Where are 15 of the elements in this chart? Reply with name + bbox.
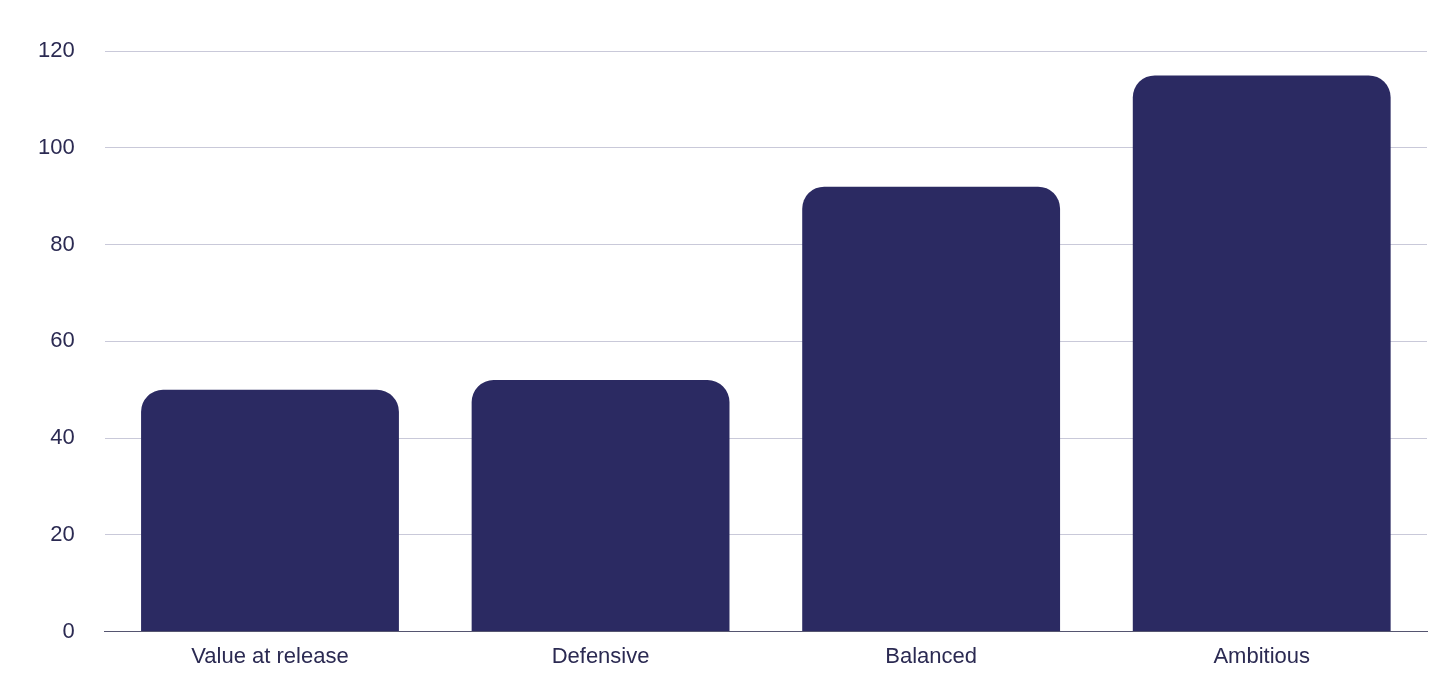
y-tick-label: 100 xyxy=(37,134,75,159)
x-tick-label: Defensive xyxy=(551,642,650,668)
y-tick-label: 20 xyxy=(50,520,75,546)
x-tick-label: Value at release xyxy=(191,642,349,668)
y-tick-label: 0 xyxy=(62,617,75,643)
y-tick-label: 80 xyxy=(50,230,75,256)
bar xyxy=(471,380,730,632)
bar xyxy=(802,186,1061,632)
x-tick-label: Balanced xyxy=(885,642,978,668)
y-tick-label: 60 xyxy=(50,327,75,353)
y-tick-label: 40 xyxy=(50,424,75,450)
bar xyxy=(1132,75,1391,632)
bar xyxy=(141,389,399,632)
x-tick-label: Ambitious xyxy=(1213,642,1311,668)
y-tick-label: 120 xyxy=(37,37,75,63)
